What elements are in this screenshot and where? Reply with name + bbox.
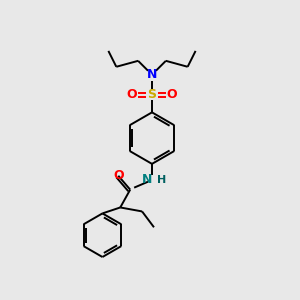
Text: N: N [147,68,157,81]
Text: N: N [142,173,152,186]
Text: O: O [127,88,137,101]
Text: O: O [167,88,177,101]
Text: H: H [157,175,166,185]
Text: S: S [148,88,157,101]
Text: O: O [113,169,124,182]
